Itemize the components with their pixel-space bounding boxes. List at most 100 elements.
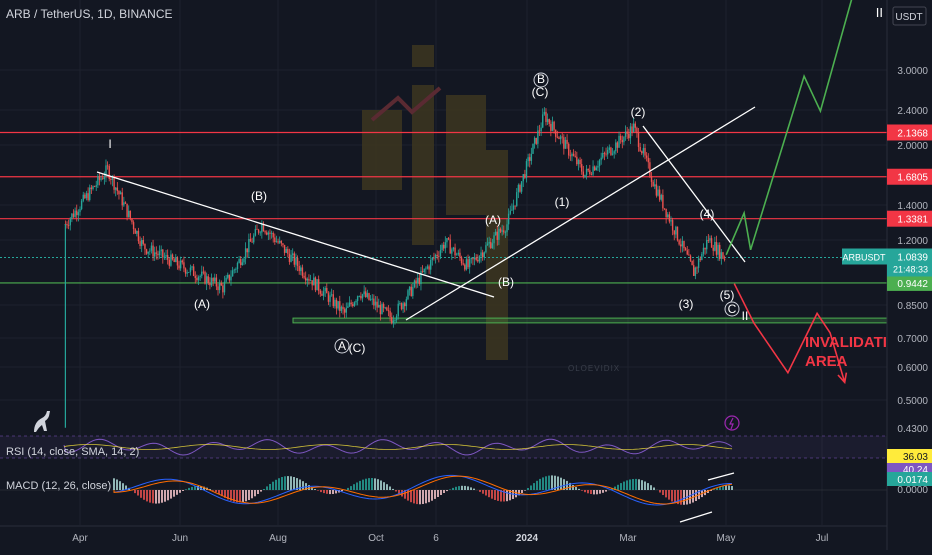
candle-body bbox=[113, 176, 115, 190]
candle-body bbox=[404, 303, 406, 307]
price-tick-label: 2.4000 bbox=[897, 106, 928, 117]
watermark-logo bbox=[362, 45, 508, 360]
candle-body bbox=[183, 262, 185, 269]
candle-body bbox=[110, 179, 112, 181]
candle-body bbox=[300, 267, 302, 272]
candle-body bbox=[400, 303, 403, 310]
candle-body bbox=[272, 232, 274, 238]
currency-button[interactable] bbox=[892, 6, 927, 26]
candle-body bbox=[542, 114, 544, 128]
candle-body bbox=[665, 208, 667, 218]
candle-body bbox=[715, 241, 718, 255]
price-badge bbox=[887, 168, 932, 185]
candle-body bbox=[222, 285, 224, 293]
candle-body bbox=[314, 277, 317, 291]
candle-body bbox=[516, 192, 518, 206]
candle-body bbox=[67, 225, 70, 227]
candle-body bbox=[540, 127, 542, 132]
candle-body bbox=[394, 320, 396, 321]
candle-body bbox=[616, 142, 619, 148]
candle-body bbox=[457, 252, 460, 255]
candle-body bbox=[79, 209, 81, 213]
candle-body bbox=[491, 243, 494, 249]
candle-body bbox=[587, 168, 589, 171]
candle-body bbox=[571, 153, 573, 157]
candle-body bbox=[605, 153, 607, 155]
price-tick-label: 3.0000 bbox=[897, 66, 928, 77]
candle-body bbox=[144, 243, 146, 250]
candle-body bbox=[139, 241, 141, 247]
candle-body bbox=[707, 240, 710, 241]
candle-body bbox=[267, 232, 270, 235]
candle-body bbox=[444, 242, 447, 249]
candle-body bbox=[82, 194, 84, 201]
candle-body bbox=[629, 126, 632, 139]
candle-body bbox=[647, 157, 649, 163]
watermark-shape bbox=[370, 86, 442, 122]
candle-body bbox=[102, 178, 104, 180]
candle-body bbox=[152, 245, 154, 257]
trend-line bbox=[642, 125, 746, 263]
candle-body bbox=[74, 210, 76, 217]
candle-body bbox=[366, 293, 369, 297]
candle-body bbox=[606, 149, 609, 155]
candle-body bbox=[240, 259, 242, 266]
candle-body bbox=[126, 203, 128, 217]
candle-body bbox=[170, 254, 172, 266]
candle-body bbox=[451, 249, 453, 254]
candle-body bbox=[254, 228, 257, 236]
candle-body bbox=[202, 271, 205, 273]
wave-label: (3) bbox=[679, 297, 694, 311]
candle-body bbox=[618, 135, 620, 148]
candle-body bbox=[296, 257, 299, 267]
bearish-scenario-arrow-head bbox=[837, 372, 848, 385]
candle-body bbox=[131, 218, 133, 223]
lightning-icon bbox=[724, 415, 740, 431]
time-tick-label: Mar bbox=[619, 533, 637, 544]
wave-circle bbox=[533, 72, 549, 88]
candle-body bbox=[295, 257, 297, 265]
price-badge-label: 1.6805 bbox=[897, 173, 928, 184]
candle-body bbox=[392, 320, 395, 324]
candle-body bbox=[686, 250, 688, 255]
candle-body bbox=[546, 119, 549, 122]
candle-body bbox=[162, 249, 164, 258]
candle-body bbox=[259, 232, 261, 234]
candle-body bbox=[181, 260, 183, 263]
candle-body bbox=[415, 280, 417, 284]
candle-body bbox=[417, 277, 419, 284]
candle-body bbox=[150, 245, 153, 251]
candle-body bbox=[710, 238, 713, 248]
candle-body bbox=[699, 258, 701, 260]
candle-body bbox=[425, 268, 427, 270]
rsi-sma-label: 36.03 bbox=[903, 452, 928, 463]
candle-body bbox=[76, 210, 78, 216]
trend-line bbox=[405, 106, 756, 321]
macd-zero-label: 0.0000 bbox=[897, 485, 928, 496]
candle-body bbox=[313, 277, 315, 286]
candle-body bbox=[282, 243, 284, 245]
candle-body bbox=[628, 133, 630, 139]
candle-body bbox=[235, 268, 237, 270]
candle-body bbox=[326, 288, 328, 294]
candle-body bbox=[428, 266, 430, 270]
candle-body bbox=[378, 304, 380, 308]
candle-body bbox=[572, 153, 575, 156]
candle-body bbox=[566, 139, 568, 144]
trend-line bbox=[96, 171, 495, 298]
candle-body bbox=[418, 277, 421, 285]
wave-circle bbox=[334, 338, 350, 354]
candle-body bbox=[483, 252, 485, 258]
candle-body bbox=[706, 240, 708, 250]
candle-body bbox=[650, 176, 653, 182]
candle-body bbox=[574, 155, 576, 157]
current-symbol-label: ARBUSDT bbox=[842, 253, 886, 263]
candle-body bbox=[123, 202, 125, 206]
candle-body bbox=[576, 156, 578, 165]
candle-body bbox=[671, 220, 674, 231]
candle-body bbox=[395, 316, 398, 321]
rsi-value-label: 40.24 bbox=[903, 465, 928, 476]
candle-body bbox=[343, 309, 346, 313]
